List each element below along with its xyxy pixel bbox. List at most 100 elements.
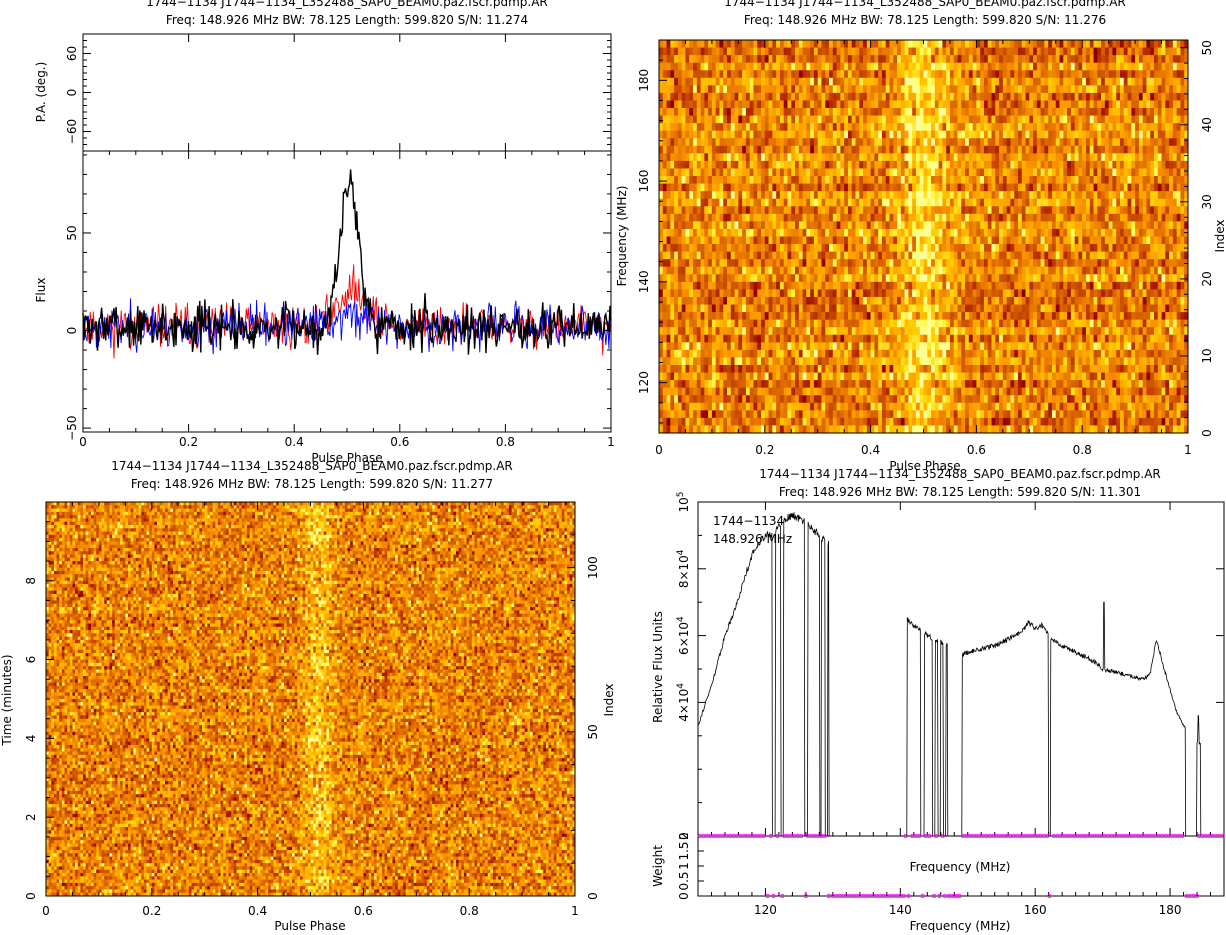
heatmap-cell xyxy=(919,138,924,147)
heatmap-cell xyxy=(942,281,947,290)
heatmap-cell xyxy=(912,251,917,260)
heatmap-cell xyxy=(1051,251,1057,260)
heatmap-cell xyxy=(1180,55,1185,64)
heatmap-cell xyxy=(1044,70,1049,79)
heatmap-cell xyxy=(749,40,754,48)
heatmap-cell xyxy=(1044,198,1049,207)
heatmap-cell xyxy=(900,198,905,207)
heatmap-cell xyxy=(995,92,1000,101)
heatmap-cell xyxy=(689,153,694,162)
heatmap-cell xyxy=(696,168,701,177)
heatmap-cell xyxy=(1138,100,1144,109)
heatmap-cell xyxy=(806,251,811,260)
heatmap-cell xyxy=(696,40,701,48)
heatmap-cell xyxy=(1021,289,1026,298)
heatmap-cell xyxy=(1051,206,1057,215)
heatmap-cell xyxy=(972,70,977,79)
heatmap-cell xyxy=(1169,191,1174,200)
heatmap-cell xyxy=(821,55,826,64)
heatmap-cell xyxy=(1093,100,1098,109)
heatmap-cell xyxy=(1131,168,1136,177)
heatmap-cell xyxy=(1055,40,1060,48)
heatmap-cell xyxy=(938,289,943,298)
heatmap-cell xyxy=(847,92,853,101)
heatmap-cell xyxy=(742,160,747,169)
heatmap-cell xyxy=(813,115,819,124)
heatmap-cell xyxy=(885,168,890,177)
heatmap-cell xyxy=(957,176,962,184)
heatmap-cell xyxy=(662,244,667,252)
heatmap-cell xyxy=(813,62,819,71)
heatmap-cell xyxy=(1067,160,1072,169)
heatmap-cell xyxy=(908,289,913,298)
heatmap-cell xyxy=(806,62,811,71)
heatmap-cell xyxy=(953,251,958,260)
heatmap-cell xyxy=(821,115,826,124)
heatmap-cell xyxy=(881,138,887,147)
heatmap-cell xyxy=(1097,198,1102,207)
heatmap-cell xyxy=(870,138,875,147)
heatmap-cell xyxy=(1169,206,1174,215)
heatmap-cell xyxy=(991,160,996,169)
heatmap-cell xyxy=(666,153,671,162)
heatmap-cell xyxy=(1063,55,1068,64)
heatmap-cell xyxy=(711,123,717,132)
heatmap-cell xyxy=(772,176,777,184)
heatmap-cell xyxy=(931,274,936,283)
heatmap-cell xyxy=(693,145,698,154)
heatmap-cell xyxy=(923,85,928,94)
heatmap-cell xyxy=(742,289,747,298)
heatmap-cell xyxy=(1006,289,1011,298)
heatmap-cell xyxy=(821,251,826,260)
heatmap-cell xyxy=(1089,55,1094,64)
heatmap-cell xyxy=(825,100,830,109)
heatmap-cell xyxy=(677,85,683,94)
heatmap-cell xyxy=(776,40,781,48)
heatmap-cell xyxy=(795,100,800,109)
heatmap-cell xyxy=(923,92,928,101)
heatmap-cell xyxy=(983,191,989,200)
heatmap-cell xyxy=(1085,198,1091,207)
heatmap-cell xyxy=(1131,153,1136,162)
heatmap-cell xyxy=(897,183,902,192)
heatmap-cell xyxy=(708,168,713,177)
heatmap-cell xyxy=(912,244,917,252)
heatmap-cell xyxy=(798,213,803,222)
heatmap-cell xyxy=(1157,266,1162,275)
heatmap-cell xyxy=(878,62,883,71)
heatmap-cell xyxy=(764,168,769,177)
heatmap-cell xyxy=(1146,259,1151,268)
heatmap-cell xyxy=(866,221,871,230)
heatmap-cell xyxy=(810,160,815,169)
heatmap-cell xyxy=(1055,70,1060,79)
heatmap-cell xyxy=(1002,281,1007,290)
heatmap-cell xyxy=(1131,115,1136,124)
heatmap-cell xyxy=(1165,145,1170,154)
heatmap-cell xyxy=(1165,160,1170,169)
heatmap-cell xyxy=(1176,213,1181,222)
heatmap-cell xyxy=(704,153,709,162)
heatmap-cell xyxy=(798,130,803,139)
heatmap-cell xyxy=(912,160,917,169)
heatmap-cell xyxy=(961,85,966,94)
heatmap-cell xyxy=(1153,221,1159,230)
heatmap-cell xyxy=(1017,274,1023,283)
heatmap-cell xyxy=(715,281,720,290)
heatmap-cell xyxy=(840,221,845,230)
heatmap-cell xyxy=(1119,153,1125,162)
heatmap-cell xyxy=(711,176,717,184)
heatmap-cell xyxy=(749,176,754,184)
heatmap-cell xyxy=(1014,168,1019,177)
heatmap-cell xyxy=(677,168,683,177)
heatmap-cell xyxy=(1108,55,1113,64)
heatmap-cell xyxy=(1078,55,1083,64)
heatmap-cell xyxy=(1014,183,1019,192)
heatmap-cell xyxy=(1070,251,1075,260)
heatmap-cell xyxy=(1123,221,1128,230)
heatmap-cell xyxy=(976,100,981,109)
heatmap-cell xyxy=(1104,168,1109,177)
heatmap-cell xyxy=(1101,244,1106,252)
heatmap-cell xyxy=(889,160,894,169)
heatmap-cell xyxy=(931,221,936,230)
heatmap-cell xyxy=(949,85,955,94)
